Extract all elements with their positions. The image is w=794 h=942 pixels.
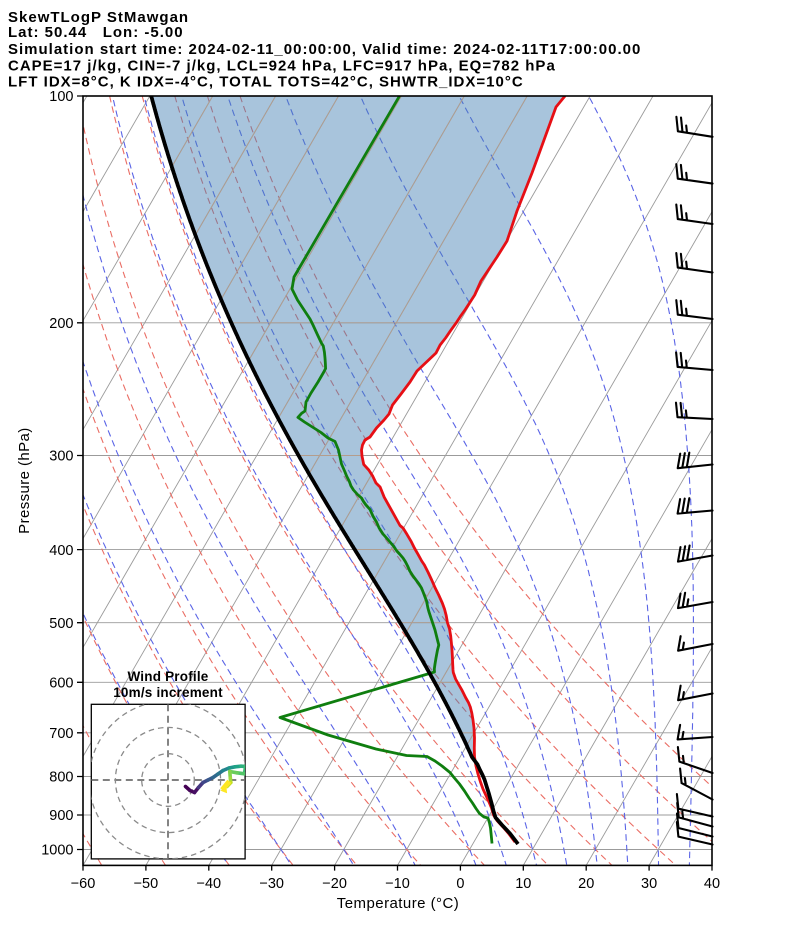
svg-text:−50: −50 [134,876,159,892]
svg-text:CAPE=17 j/kg, CIN=-7 j/kg, LCL: CAPE=17 j/kg, CIN=-7 j/kg, LCL=924 hPa, … [8,57,556,74]
svg-text:40: 40 [704,876,720,892]
svg-text:−30: −30 [259,876,284,892]
svg-text:300: 300 [49,449,73,465]
svg-text:1000: 1000 [41,843,73,859]
svg-text:−60: −60 [71,876,96,892]
svg-text:−20: −20 [322,876,347,892]
svg-text:Lat: 50.44 Lon: -5.00: Lat: 50.44 Lon: -5.00 [8,24,184,41]
svg-text:Pressure (hPa): Pressure (hPa) [16,427,33,533]
svg-text:700: 700 [49,726,73,742]
svg-text:Wind Profile: Wind Profile [127,669,208,684]
svg-text:30: 30 [641,876,657,892]
svg-text:−10: −10 [385,876,410,892]
svg-text:500: 500 [49,616,73,632]
svg-text:400: 400 [49,543,73,559]
svg-text:Simulation start time: 2024-02: Simulation start time: 2024-02-11_00:00:… [8,41,641,58]
svg-text:900: 900 [49,808,73,824]
svg-text:600: 600 [49,676,73,692]
svg-text:200: 200 [49,316,73,332]
svg-text:100: 100 [49,89,73,105]
svg-text:Temperature (°C): Temperature (°C) [337,895,459,912]
svg-text:800: 800 [49,770,73,786]
svg-text:20: 20 [578,876,594,892]
svg-text:−40: −40 [196,876,221,892]
svg-text:LFT IDX=8°C, K IDX=-4°C, TOTAL: LFT IDX=8°C, K IDX=-4°C, TOTAL TOTS=42°C… [8,73,524,90]
svg-text:SkewTLogP StMawgan: SkewTLogP StMawgan [8,9,189,26]
svg-text:10: 10 [515,876,531,892]
svg-text:0: 0 [456,876,464,892]
svg-text:10m/s increment: 10m/s increment [113,685,223,700]
